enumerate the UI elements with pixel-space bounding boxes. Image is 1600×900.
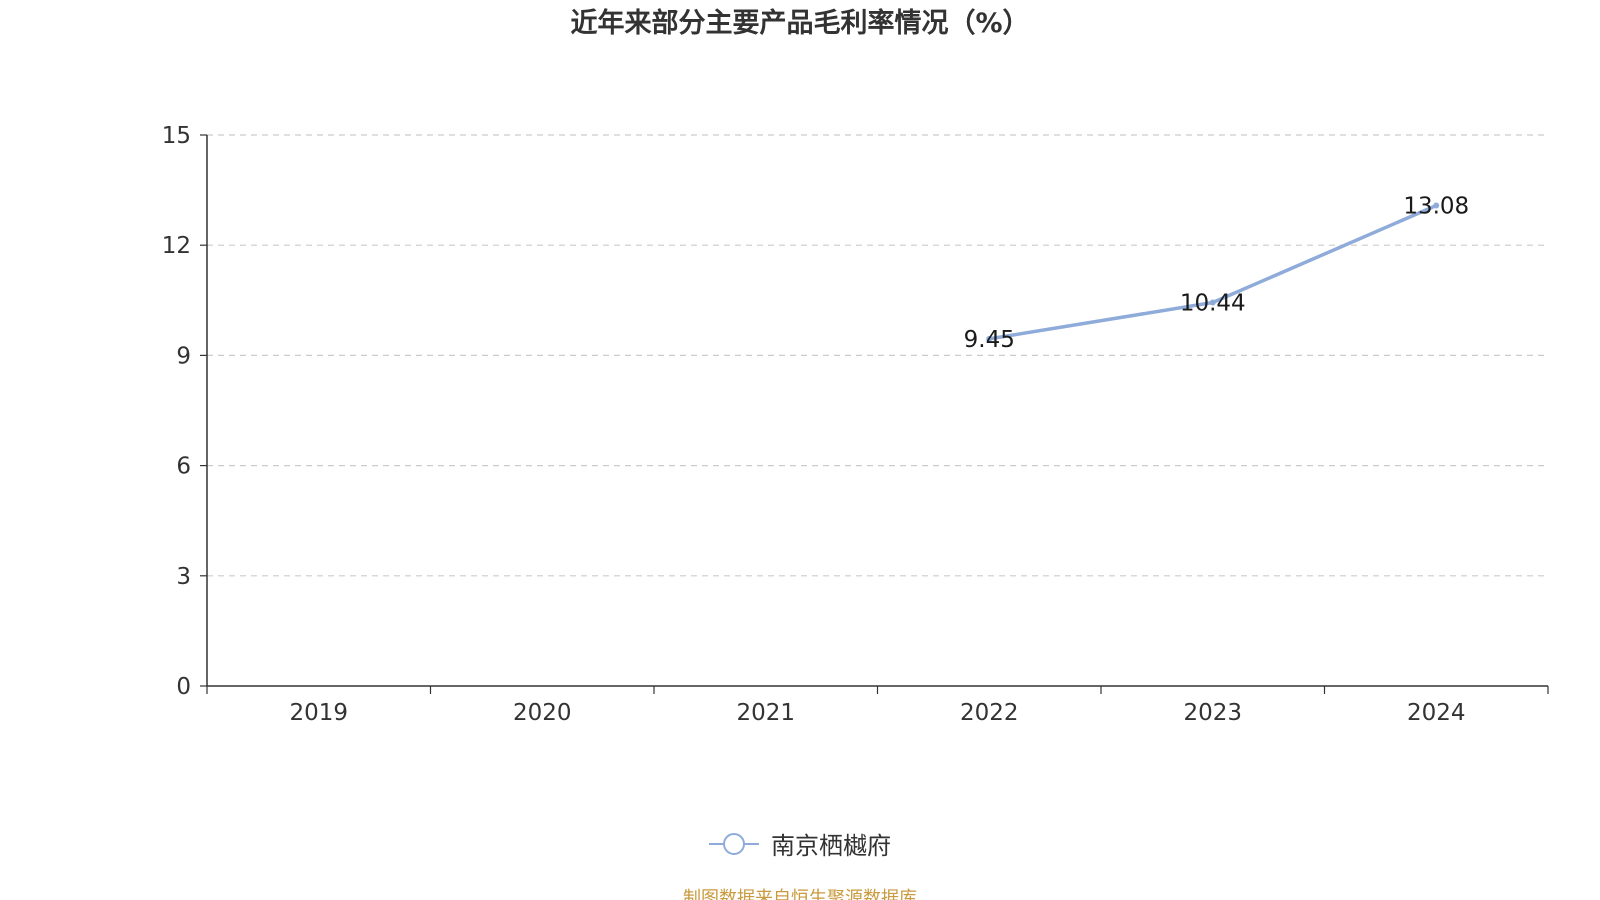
legend-label: 南京栖樾府 [771, 832, 891, 860]
data-point [1433, 202, 1440, 209]
y-tick-label: 9 [176, 343, 191, 369]
y-tick-label: 0 [176, 674, 191, 700]
y-tick-label: 6 [176, 454, 191, 480]
chart-title: 近年来部分主要产品毛利率情况（%） [570, 8, 1030, 39]
x-tick-label: 2020 [513, 700, 572, 726]
data-point [1209, 299, 1216, 306]
gridlines [207, 134, 1548, 577]
data-label: 9.45 [964, 327, 1015, 353]
data-label: 13.08 [1403, 194, 1469, 220]
x-tick-label: 2021 [736, 700, 795, 726]
source-note: 制图数据来自恒生聚源数据库 [683, 888, 917, 900]
legend[interactable]: 南京栖樾府 [0, 826, 1600, 861]
x-tick-label: 2022 [960, 700, 1019, 726]
data-point [986, 335, 993, 342]
data-labels: 9.45 10.44 13.08 [964, 194, 1470, 353]
x-tick-label: 2023 [1183, 700, 1242, 726]
y-tick-label: 15 [162, 123, 191, 149]
data-label: 10.44 [1180, 291, 1246, 317]
x-tick-label: 2019 [289, 700, 348, 726]
x-tick-label: 2024 [1407, 700, 1466, 726]
axes: 0 3 6 9 12 15 2019 2020 2021 2022 2023 2024 [162, 123, 1549, 726]
series-line [987, 203, 1438, 341]
y-tick-label: 3 [176, 564, 191, 590]
legend-line-circle-icon [709, 832, 759, 855]
y-tick-label: 12 [162, 233, 191, 259]
series-layer [986, 202, 1440, 342]
